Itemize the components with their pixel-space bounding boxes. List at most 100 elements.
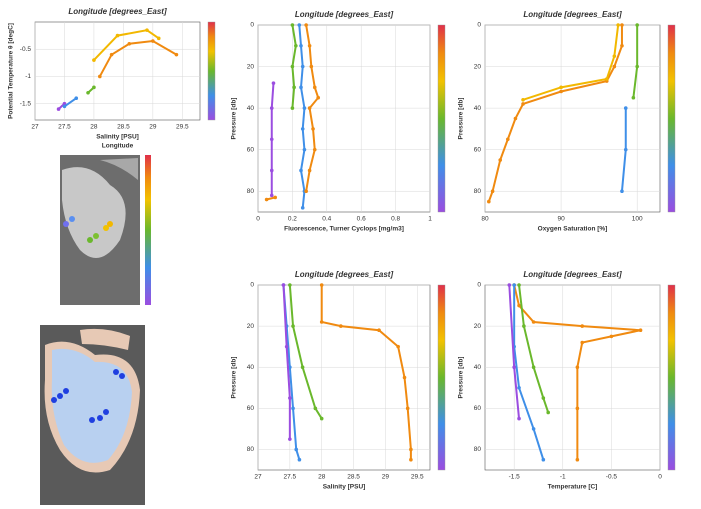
data-point bbox=[406, 407, 410, 411]
data-point bbox=[580, 324, 584, 328]
data-point bbox=[521, 102, 525, 106]
data-point bbox=[517, 417, 521, 421]
plot-area bbox=[485, 25, 660, 212]
y-axis-label: Pressure [db] bbox=[458, 357, 465, 399]
data-point bbox=[291, 106, 295, 110]
y-tick-label: 0 bbox=[477, 282, 481, 289]
y-tick-label: 40 bbox=[474, 105, 482, 112]
y-tick-label: 60 bbox=[247, 146, 255, 153]
x-tick-label: 29.5 bbox=[411, 474, 424, 481]
data-point bbox=[116, 34, 120, 38]
data-point bbox=[521, 98, 525, 102]
data-point bbox=[512, 365, 516, 369]
y-tick-label: 80 bbox=[247, 446, 255, 453]
colorbar bbox=[208, 22, 215, 120]
chart-title: Longitude [degrees_East] bbox=[295, 10, 394, 19]
data-point bbox=[57, 107, 61, 111]
data-point bbox=[320, 417, 324, 421]
x-tick-label: 0.2 bbox=[288, 216, 297, 223]
x-tick-label: 0.8 bbox=[391, 216, 400, 223]
data-point bbox=[580, 341, 584, 345]
data-point bbox=[273, 196, 277, 200]
y-tick-label: 60 bbox=[474, 405, 482, 412]
data-point bbox=[532, 365, 536, 369]
y-tick-label: 20 bbox=[474, 63, 482, 70]
y-tick-label: 80 bbox=[474, 188, 482, 195]
x-tick-label: 1 bbox=[428, 216, 432, 223]
data-point bbox=[272, 81, 276, 85]
data-point bbox=[517, 304, 521, 308]
data-point bbox=[301, 127, 305, 131]
x-axis-label: Salinity [PSU] bbox=[323, 484, 366, 491]
data-point bbox=[74, 96, 78, 100]
data-point bbox=[270, 169, 274, 173]
data-point bbox=[145, 28, 149, 32]
chart-subtitle: Longitude bbox=[102, 143, 134, 150]
data-point bbox=[506, 137, 510, 141]
data-point bbox=[396, 345, 400, 349]
data-point bbox=[308, 44, 312, 48]
data-point bbox=[620, 23, 624, 27]
x-tick-label: -0.5 bbox=[606, 474, 618, 481]
data-point bbox=[282, 283, 286, 287]
data-point bbox=[175, 53, 179, 57]
data-point bbox=[491, 189, 495, 193]
y-tick-label: 0 bbox=[250, 282, 254, 289]
x-tick-label: 0.6 bbox=[357, 216, 366, 223]
y-tick-label: -1 bbox=[25, 73, 31, 80]
data-point bbox=[110, 53, 114, 57]
data-point bbox=[635, 65, 639, 69]
data-point bbox=[377, 328, 381, 332]
data-point bbox=[546, 411, 550, 415]
data-point bbox=[314, 407, 318, 411]
data-point bbox=[559, 86, 563, 90]
data-point bbox=[292, 86, 296, 90]
data-point bbox=[514, 117, 518, 121]
map-upper bbox=[60, 155, 151, 305]
y-tick-label: -0.5 bbox=[20, 46, 32, 53]
x-tick-label: -1 bbox=[560, 474, 566, 481]
chart-title: Longitude [degrees_East] bbox=[295, 270, 394, 279]
data-point bbox=[508, 283, 512, 287]
data-point bbox=[127, 42, 131, 46]
y-tick-label: 60 bbox=[247, 405, 255, 412]
data-point bbox=[576, 407, 580, 411]
data-point bbox=[310, 65, 314, 69]
data-point bbox=[522, 324, 526, 328]
data-point bbox=[613, 54, 617, 58]
data-point bbox=[270, 106, 274, 110]
y-tick-label: 0 bbox=[477, 22, 481, 29]
data-point bbox=[291, 324, 295, 328]
chart-title: Longitude [degrees_East] bbox=[68, 7, 167, 16]
data-point bbox=[294, 448, 298, 452]
x-tick-label: 29 bbox=[149, 124, 157, 131]
data-point bbox=[98, 75, 102, 79]
y-tick-label: 20 bbox=[247, 63, 255, 70]
data-point bbox=[86, 91, 90, 95]
y-axis-label: Pressure [db] bbox=[458, 98, 465, 140]
data-point bbox=[605, 77, 609, 81]
x-tick-label: 29.5 bbox=[176, 124, 189, 131]
data-point bbox=[610, 335, 614, 339]
data-point bbox=[403, 376, 407, 380]
data-point bbox=[632, 96, 636, 100]
data-point bbox=[291, 65, 295, 69]
x-tick-label: 28 bbox=[90, 124, 98, 131]
data-point bbox=[299, 86, 303, 90]
data-point bbox=[301, 65, 305, 69]
data-point bbox=[559, 90, 563, 94]
data-point bbox=[63, 105, 67, 109]
x-axis-label: Temperature [C] bbox=[548, 484, 598, 491]
chart-title: Longitude [degrees_East] bbox=[523, 270, 622, 279]
x-tick-label: 28.5 bbox=[347, 474, 360, 481]
data-point bbox=[298, 458, 302, 462]
x-tick-label: 0.4 bbox=[322, 216, 331, 223]
data-point bbox=[291, 23, 295, 27]
data-point bbox=[320, 320, 324, 324]
data-point bbox=[620, 189, 624, 193]
data-point bbox=[288, 283, 292, 287]
x-tick-label: 28 bbox=[318, 474, 326, 481]
data-point bbox=[299, 169, 303, 173]
data-point bbox=[624, 148, 628, 152]
x-tick-label: 100 bbox=[632, 216, 643, 223]
